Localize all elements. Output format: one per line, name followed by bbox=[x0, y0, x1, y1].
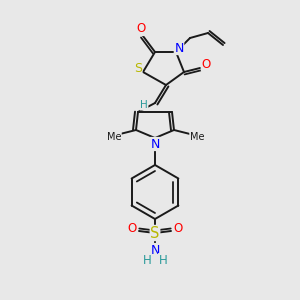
Text: H: H bbox=[142, 254, 152, 266]
Text: Me: Me bbox=[107, 132, 121, 142]
Text: N: N bbox=[150, 244, 160, 256]
Text: S: S bbox=[134, 62, 142, 76]
Text: H: H bbox=[140, 100, 148, 110]
Text: N: N bbox=[150, 137, 160, 151]
Text: O: O bbox=[128, 223, 136, 236]
Text: O: O bbox=[136, 22, 146, 35]
Text: Me: Me bbox=[190, 132, 204, 142]
Text: O: O bbox=[201, 58, 211, 70]
Text: H: H bbox=[159, 254, 167, 266]
Text: N: N bbox=[174, 41, 184, 55]
Text: O: O bbox=[173, 223, 183, 236]
Text: S: S bbox=[150, 226, 160, 241]
